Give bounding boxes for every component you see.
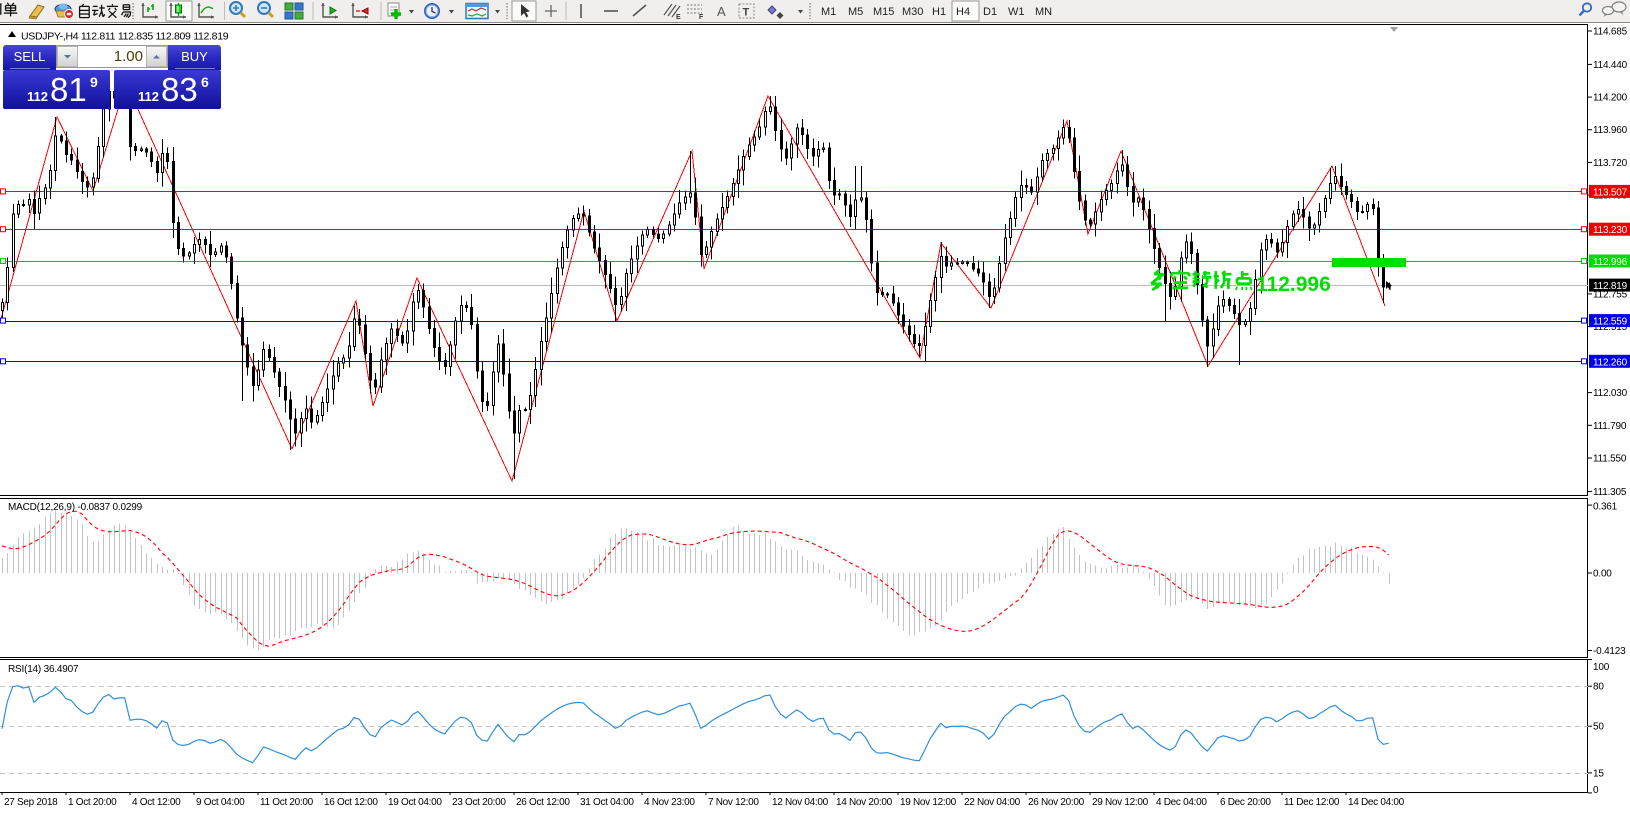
svg-text:112.755: 112.755 [1593, 289, 1628, 300]
svg-text:7 Nov 12:00: 7 Nov 12:00 [708, 797, 759, 808]
svg-text:100: 100 [1593, 662, 1610, 673]
svg-text:113.230: 113.230 [1593, 225, 1628, 236]
svg-text:1 Oct 20:00: 1 Oct 20:00 [68, 797, 117, 808]
svg-text:USDJPY-,H4 112.811 112.835 11: USDJPY-,H4 112.811 112.835 112.809 112.8… [21, 31, 229, 43]
svg-text:9 Oct 04:00: 9 Oct 04:00 [196, 797, 245, 808]
svg-text:-0.4123: -0.4123 [1593, 646, 1626, 657]
svg-text:113.507: 113.507 [1593, 187, 1628, 198]
svg-text:M30: M30 [902, 6, 923, 18]
svg-text:11 Dec 12:00: 11 Dec 12:00 [1284, 797, 1340, 808]
svg-text:19 Nov 12:00: 19 Nov 12:00 [900, 797, 957, 808]
svg-text:112.515: 112.515 [1593, 322, 1628, 333]
svg-text:112.996: 112.996 [1593, 257, 1628, 268]
svg-text:112.559: 112.559 [1593, 317, 1628, 328]
svg-text:113.960: 113.960 [1593, 125, 1628, 136]
svg-text:111.790: 111.790 [1593, 421, 1627, 432]
svg-text:H4: H4 [956, 6, 970, 18]
svg-text:16 Oct 12:00: 16 Oct 12:00 [324, 797, 378, 808]
svg-text:112.996: 112.996 [1256, 273, 1331, 296]
svg-text:MN: MN [1035, 6, 1052, 18]
svg-text:0.361: 0.361 [1593, 502, 1618, 513]
svg-text:112.819: 112.819 [1593, 281, 1628, 292]
svg-text:0: 0 [1593, 785, 1599, 796]
svg-text:11 Oct 20:00: 11 Oct 20:00 [260, 797, 314, 808]
svg-text:T: T [743, 7, 750, 19]
svg-text:114.200: 114.200 [1593, 93, 1628, 104]
svg-text:MACD(12,26,9) -0.0837 0.0299: MACD(12,26,9) -0.0837 0.0299 [8, 502, 143, 513]
svg-text:F: F [699, 14, 704, 21]
svg-text:29 Nov 12:00: 29 Nov 12:00 [1092, 797, 1149, 808]
svg-text:31 Oct 04:00: 31 Oct 04:00 [580, 797, 634, 808]
svg-text:15: 15 [1593, 768, 1604, 779]
svg-text:26 Nov 20:00: 26 Nov 20:00 [1028, 797, 1085, 808]
svg-text:M5: M5 [848, 6, 863, 18]
svg-text:14 Nov 20:00: 14 Nov 20:00 [836, 797, 893, 808]
svg-text:112.260: 112.260 [1593, 357, 1628, 368]
svg-text:111.550: 111.550 [1593, 454, 1627, 465]
svg-text:23 Oct 20:00: 23 Oct 20:00 [452, 797, 506, 808]
svg-text:113.720: 113.720 [1593, 158, 1628, 169]
svg-text:D1: D1 [983, 6, 997, 18]
svg-text:RSI(14) 36.4907: RSI(14) 36.4907 [8, 664, 79, 675]
svg-text:H1: H1 [932, 6, 946, 18]
svg-text:114.685: 114.685 [1593, 27, 1628, 38]
svg-text:19 Oct 04:00: 19 Oct 04:00 [388, 797, 442, 808]
svg-text:0.00: 0.00 [1593, 569, 1612, 580]
svg-text:W1: W1 [1008, 6, 1025, 18]
svg-text:27 Sep 2018: 27 Sep 2018 [4, 797, 58, 808]
svg-text:12 Nov 04:00: 12 Nov 04:00 [772, 797, 829, 808]
svg-text:22 Nov 04:00: 22 Nov 04:00 [964, 797, 1021, 808]
svg-text:4 Dec 04:00: 4 Dec 04:00 [1156, 797, 1207, 808]
svg-text:80: 80 [1593, 682, 1604, 693]
svg-text:112.030: 112.030 [1593, 388, 1628, 399]
svg-text:50: 50 [1593, 722, 1604, 733]
svg-text:14 Dec 04:00: 14 Dec 04:00 [1348, 797, 1405, 808]
svg-text:4 Oct 12:00: 4 Oct 12:00 [132, 797, 181, 808]
svg-text:4 Nov 23:00: 4 Nov 23:00 [644, 797, 695, 808]
svg-text:111.305: 111.305 [1593, 487, 1627, 498]
svg-text:A: A [717, 4, 726, 19]
svg-text:114.440: 114.440 [1593, 60, 1628, 71]
svg-text:M15: M15 [873, 6, 894, 18]
svg-text:M1: M1 [821, 6, 836, 18]
svg-text:6 Dec 20:00: 6 Dec 20:00 [1220, 797, 1271, 808]
svg-text:E: E [676, 14, 681, 21]
svg-text:26 Oct 12:00: 26 Oct 12:00 [516, 797, 570, 808]
